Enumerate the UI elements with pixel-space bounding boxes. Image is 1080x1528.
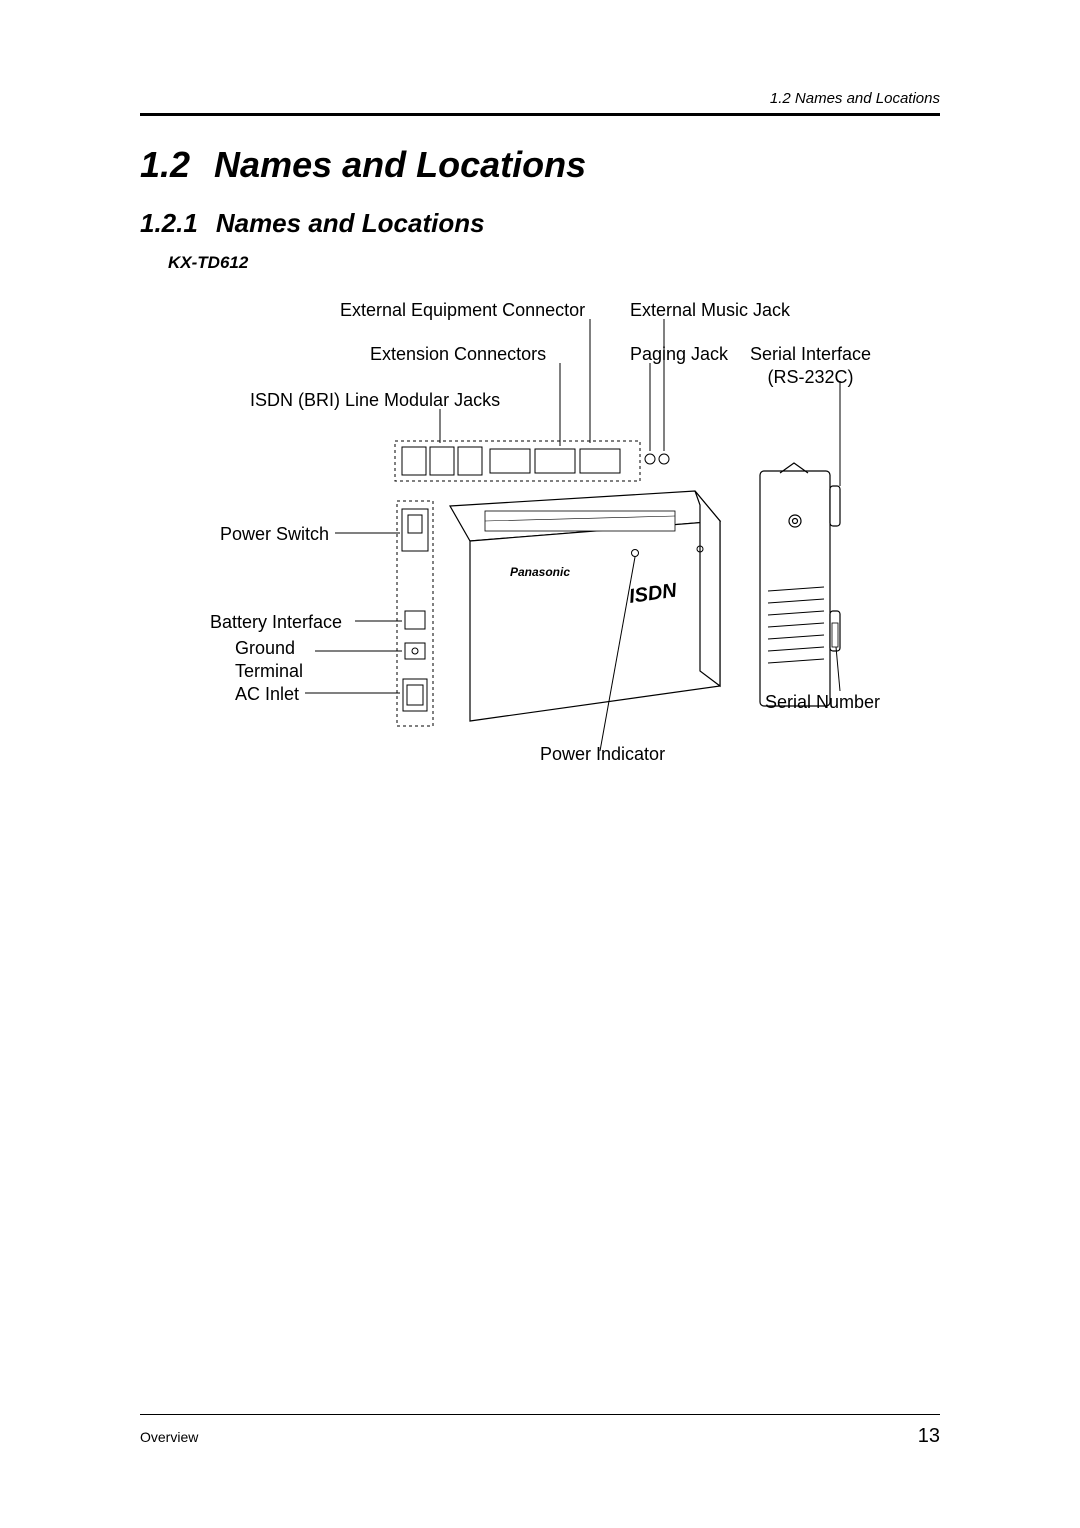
svg-text:Panasonic: Panasonic	[510, 565, 570, 579]
section-heading: 1.2 Names and Locations	[140, 144, 940, 186]
section-number: 1.2	[140, 144, 190, 185]
label-serial-number: Serial Number	[765, 691, 880, 714]
label-external-equipment-connector: External Equipment Connector	[340, 299, 585, 322]
label-power-switch: Power Switch	[220, 523, 329, 546]
page-footer: Overview 13	[140, 1414, 940, 1448]
footer-rule	[140, 1414, 940, 1415]
label-serial-interface-line1: Serial Interface	[750, 344, 871, 364]
label-power-indicator: Power Indicator	[540, 743, 665, 766]
device-diagram: Panasonic ISDN	[140, 291, 940, 811]
footer-section-name: Overview	[140, 1429, 198, 1445]
page-content: 1.2 Names and Locations 1.2 Names and Loc…	[140, 90, 940, 1430]
label-serial-interface: Serial Interface (RS-232C)	[750, 343, 871, 388]
label-ac-inlet: AC Inlet	[235, 683, 299, 706]
subsection-heading: 1.2.1 Names and Locations	[140, 208, 940, 239]
label-ground-terminal: Ground Terminal	[235, 637, 303, 682]
label-battery-interface: Battery Interface	[210, 611, 342, 634]
label-ground-line2: Terminal	[235, 661, 303, 681]
label-external-music-jack: External Music Jack	[630, 299, 790, 322]
section-title: Names and Locations	[214, 144, 586, 185]
page-number: 13	[918, 1425, 940, 1448]
running-header: 1.2 Names and Locations	[140, 90, 940, 107]
label-ground-line1: Ground	[235, 638, 295, 658]
label-serial-interface-line2: (RS-232C)	[768, 367, 854, 387]
header-rule	[140, 113, 940, 116]
label-extension-connectors: Extension Connectors	[370, 343, 546, 366]
subsection-number: 1.2.1	[140, 208, 198, 238]
label-paging-jack: Paging Jack	[630, 343, 728, 366]
label-isdn-jacks: ISDN (BRI) Line Modular Jacks	[250, 389, 500, 412]
subsection-title: Names and Locations	[216, 208, 485, 238]
model-name: KX-TD612	[168, 253, 940, 273]
